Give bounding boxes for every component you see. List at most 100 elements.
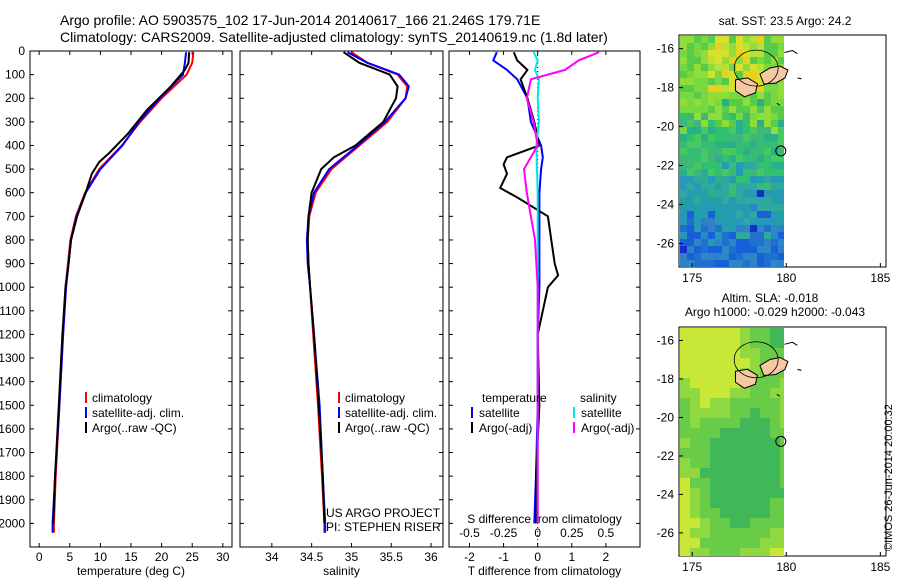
map-cell	[690, 468, 700, 478]
map-cell	[736, 253, 743, 260]
map-cell	[750, 155, 757, 162]
map-cell	[701, 71, 708, 78]
map-cell	[729, 218, 736, 225]
map-cell	[764, 155, 771, 162]
map-cell	[757, 92, 764, 99]
map-cell	[715, 190, 722, 197]
legend-label: Argo(-adj)	[581, 421, 634, 435]
map-cell	[736, 36, 743, 43]
map-cell	[680, 348, 690, 358]
map-cell	[740, 438, 750, 448]
map-cell	[770, 378, 780, 388]
map-cell	[701, 43, 708, 50]
s-tick-label: 0	[534, 526, 541, 540]
map-cell	[743, 253, 750, 260]
map-cell	[701, 120, 708, 127]
map-cell	[750, 368, 760, 378]
map-cell	[760, 538, 770, 548]
map-cell	[780, 338, 784, 348]
map-cell	[770, 518, 780, 528]
map-cell	[780, 478, 784, 488]
map-cell	[722, 225, 729, 232]
map-cell	[710, 408, 720, 418]
map-cell	[690, 498, 700, 508]
map-cell	[715, 204, 722, 211]
map-cell	[740, 548, 750, 556]
map-cell	[743, 204, 750, 211]
map-cell	[750, 43, 757, 50]
legend-label: climatology	[92, 391, 152, 405]
map-cell	[757, 78, 764, 85]
map-cell	[740, 398, 750, 408]
y-tick-label: 1500	[0, 398, 25, 412]
map-cell	[715, 106, 722, 113]
map-cell	[680, 155, 687, 162]
map-cell	[687, 120, 694, 127]
map-cell	[771, 260, 778, 267]
map-cell	[710, 518, 720, 528]
map-cell	[757, 134, 764, 141]
salinity-panel: 34 34.5 35 35.5 36 salinity climatologysatelli…	[239, 50, 444, 578]
map-cell	[770, 478, 780, 488]
map-cell	[778, 246, 784, 253]
legend-label: Argo(..raw -QC)	[345, 421, 430, 435]
map-cell	[680, 36, 687, 43]
map-cell	[770, 428, 780, 438]
map-cell	[715, 239, 722, 246]
map-cell	[750, 218, 757, 225]
map-cell	[690, 528, 700, 538]
map-cell	[690, 448, 700, 458]
map-cell	[780, 408, 784, 418]
map-cell	[771, 57, 778, 64]
map-cell	[771, 113, 778, 120]
map-cell	[750, 57, 757, 64]
map-cell	[722, 57, 729, 64]
map-cell	[729, 57, 736, 64]
map-cell	[778, 239, 784, 246]
map-cell	[694, 204, 701, 211]
map-cell	[757, 99, 764, 106]
map-cell	[680, 398, 690, 408]
map-cell	[736, 120, 743, 127]
map-cell	[764, 57, 771, 64]
map-cell	[764, 36, 771, 43]
map-cell	[771, 99, 778, 106]
map-cell	[743, 169, 750, 176]
map-cell	[708, 246, 715, 253]
map-cell	[708, 260, 715, 267]
map-cell	[729, 162, 736, 169]
x-tick-label: -1	[498, 550, 509, 564]
map-cell	[730, 528, 740, 538]
map-cell	[708, 85, 715, 92]
x-tick-label: 10	[94, 550, 108, 564]
map-cell	[743, 183, 750, 190]
map-cell	[764, 211, 771, 218]
map-cell	[764, 260, 771, 267]
map-cell	[687, 176, 694, 183]
map-cell	[722, 260, 729, 267]
map-cell	[730, 468, 740, 478]
map-cell	[736, 176, 743, 183]
map-cell	[680, 518, 690, 528]
map-cell	[708, 253, 715, 260]
map-cell	[720, 458, 730, 468]
map-cell	[750, 141, 757, 148]
map-cell	[680, 50, 687, 57]
map-cell	[750, 50, 757, 57]
x-tick-label: 175	[682, 271, 702, 285]
sla-map-title: Altim. SLA: -0.018	[722, 291, 819, 305]
map-cell	[715, 57, 722, 64]
map-cell	[736, 127, 743, 134]
map-cell	[736, 204, 743, 211]
map-cell	[743, 260, 750, 267]
map-cell	[750, 408, 760, 418]
sla-map-panel: -16 -18 -20 -22 -24 -26 175 180 185 Altim. SLA: -…	[657, 291, 891, 574]
map-cell	[729, 155, 736, 162]
map-cell	[690, 478, 700, 488]
map-cell	[764, 225, 771, 232]
y-tick-label: -24	[657, 487, 675, 501]
map-cell	[694, 141, 701, 148]
map-cell	[770, 548, 780, 556]
map-cell	[729, 92, 736, 99]
map-cell	[708, 99, 715, 106]
